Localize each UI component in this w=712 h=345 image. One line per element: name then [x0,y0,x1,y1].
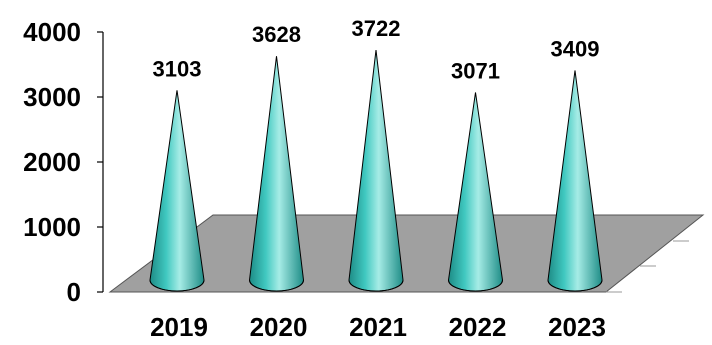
x-tick-label-2022: 2022 [449,312,507,342]
cone-bar-2022 [447,92,504,292]
cone-bar-2023 [547,70,603,292]
x-tick-label-2020: 2020 [250,312,308,342]
y-tick-label: 4000 [23,17,81,47]
x-tick-label-2019: 2019 [150,312,208,342]
x-tick-label-2021: 2021 [349,312,407,342]
y-tick-label: 3000 [23,82,81,112]
y-tick-label: 2000 [23,147,81,177]
cone-base-edge [149,279,205,292]
x-tick-label-2023: 2023 [548,312,606,342]
data-label-2020: 3628 [252,22,301,47]
data-label-2021: 3722 [352,16,401,41]
cone-base-edge [547,279,603,292]
cone-base-edge [249,279,304,292]
cone-base-edge [348,279,404,292]
cone-bar-2020 [248,56,305,292]
cone-bar-2021 [348,50,404,292]
y-tick-label: 0 [67,277,81,307]
cone-bar-2019 [149,90,205,292]
data-label-2023: 3409 [551,36,600,61]
data-label-2019: 3103 [153,56,202,81]
data-label-2022: 3071 [451,58,500,83]
cone-base-edge [448,279,503,292]
y-tick-label: 1000 [23,212,81,242]
